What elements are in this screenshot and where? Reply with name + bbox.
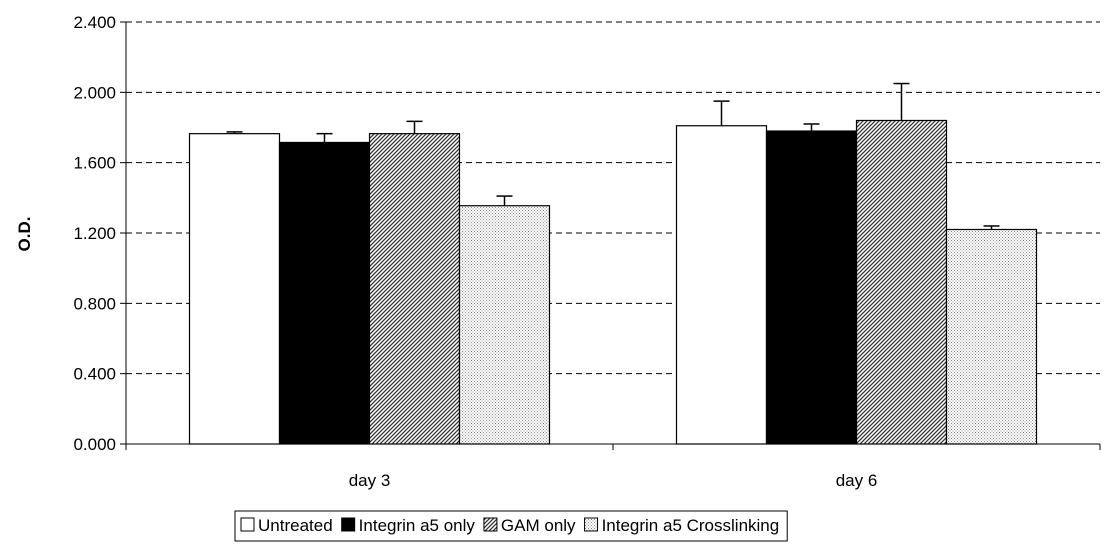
bar — [945, 228, 1038, 445]
axis-labels: 0.000 0.400 0.800 1.200 1.600 2.000 2.400 day 3… — [73, 13, 877, 490]
bar — [855, 119, 948, 445]
legend-swatch — [341, 517, 356, 532]
x-tick-label: day 3 — [349, 471, 391, 490]
bars — [188, 82, 1038, 445]
y-tick-label: 2.000 — [73, 83, 116, 102]
legend-swatch — [584, 517, 599, 532]
y-tick-label: 1.600 — [73, 154, 116, 173]
bar — [278, 141, 371, 445]
bar — [458, 205, 551, 445]
y-tick-label: 0.800 — [73, 294, 116, 313]
legend-label: Integrin a5 Crosslinking — [602, 516, 780, 535]
y-tick-label: 0.400 — [73, 365, 116, 384]
y-tick-label: 1.200 — [73, 224, 116, 243]
legend-label: Untreated — [258, 516, 333, 535]
y-tick-label: 0.000 — [73, 435, 116, 454]
y-tick-label: 2.400 — [73, 13, 116, 32]
legend: Untreated Integrin a5 only GAM only Integri… — [234, 510, 788, 542]
bar — [765, 130, 858, 445]
legend-swatch — [483, 517, 498, 532]
legend-label: Integrin a5 only — [359, 516, 476, 535]
legend-box — [234, 510, 788, 542]
bar — [188, 133, 281, 445]
bar — [675, 125, 768, 445]
legend-swatch — [240, 517, 255, 532]
x-tick-label: day 6 — [836, 471, 878, 490]
legend-label: GAM only — [501, 516, 576, 535]
y-axis-title: O.D. — [15, 217, 34, 252]
bar — [368, 133, 461, 445]
